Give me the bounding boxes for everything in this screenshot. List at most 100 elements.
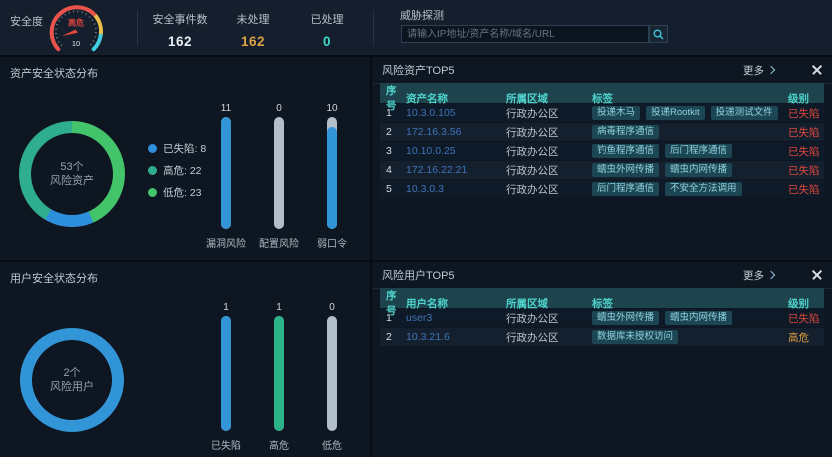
region-cell: 行政办公区: [506, 107, 559, 120]
bar-value: 1: [276, 302, 282, 313]
bar-value: 10: [326, 103, 338, 114]
panel-header: 风险资产TOP5 更多: [372, 57, 832, 84]
risk-assets-table: 序号 资产名称 所属区域 标签 级别 1 10.3.0.105 行政办公区 投递木马 投递Root…: [380, 83, 824, 198]
search-icon: [653, 29, 664, 39]
asset-link[interactable]: 10.3.0.3: [406, 183, 444, 195]
region-cell: 行政办公区: [506, 145, 559, 158]
topbar-divider: [373, 10, 374, 46]
row-index: 1: [386, 107, 392, 119]
bar-column: 10 弱口令: [309, 103, 355, 250]
panel-title: 风险用户TOP5: [382, 270, 455, 282]
stat-handled: 已处理 0: [285, 11, 369, 49]
tags-cell: 蠕虫外网传播 蠕虫内网传播: [592, 311, 788, 325]
close-icon[interactable]: [812, 270, 822, 280]
bar-column: 0 低危: [309, 302, 355, 452]
stat-unhandled: 未处理 162: [211, 11, 295, 49]
stat-security-events: 安全事件数 162: [138, 11, 222, 49]
column-header: 序号: [386, 85, 397, 112]
threat-search-input[interactable]: [401, 25, 649, 43]
security-degree-label: 安全度: [10, 16, 43, 28]
bar-track: [327, 117, 337, 229]
bar-column: 0 配置风险: [256, 103, 302, 250]
asset-link[interactable]: 10.3.0.105: [406, 107, 456, 119]
column-header: 用户名称: [406, 297, 448, 310]
bar-track: [274, 316, 284, 431]
security-gauge: 高危 10: [49, 5, 103, 52]
tag-badge: 蠕虫内网传播: [665, 163, 733, 177]
asset-link[interactable]: 10.3.21.6: [406, 331, 450, 343]
more-label: 更多: [743, 269, 764, 282]
table-row: 2 172.16.3.56 行政办公区 病毒程序通信 已失陷: [380, 123, 824, 141]
bar-value: 11: [220, 103, 232, 114]
tag-badge: 后门程序通信: [665, 144, 733, 158]
asset-link[interactable]: 172.16.3.56: [406, 126, 462, 138]
tag-badge: 蠕虫内网传播: [665, 311, 733, 325]
legend-dot: [148, 144, 157, 153]
asset-link[interactable]: user3: [406, 312, 433, 324]
donut-center: 2个 风险用户: [32, 340, 112, 420]
user-risk-bars-chart: 1 已失陷 1 高危 0 低危: [203, 302, 355, 452]
table-header-row: 序号 资产名称 所属区域 标签 级别: [380, 83, 824, 112]
panel-risk-users-top5: 风险用户TOP5 更多 序号 用户名称 所属区域 标签 级别 1 user3 行政办公区 蠕虫外…: [372, 262, 832, 457]
panel-title: 资产安全状态分布: [10, 68, 98, 80]
row-index: 2: [386, 331, 392, 343]
donut-center-label: 风险资产: [50, 175, 94, 187]
level-badge: 已失陷: [788, 164, 820, 177]
bar-track: [221, 117, 231, 229]
column-header: 所属区域: [506, 297, 548, 310]
region-cell: 行政办公区: [506, 331, 559, 344]
search-button[interactable]: [649, 25, 668, 43]
tags-cell: 投递木马 投递Rootkit 投递测试文件: [592, 106, 788, 120]
more-link[interactable]: 更多: [743, 63, 776, 78]
region-cell: 行政办公区: [506, 312, 559, 325]
stat-value: 0: [322, 34, 331, 49]
region-cell: 行政办公区: [506, 126, 559, 139]
tag-badge: 投递Rootkit: [646, 106, 705, 120]
asset-link[interactable]: 10.10.0.25: [406, 145, 456, 157]
stat-value: 162: [240, 34, 266, 49]
legend-item: 低危: 23: [148, 185, 206, 200]
legend-item: 已失陷: 8: [148, 141, 206, 156]
topbar-divider: [137, 10, 138, 46]
tag-badge: 蠕虫外网传播: [592, 311, 660, 325]
more-label: 更多: [743, 64, 764, 77]
level-badge: 已失陷: [788, 145, 820, 158]
chevron-right-icon: [766, 270, 776, 280]
column-header: 标签: [592, 297, 613, 310]
user-donut-chart: 2个 风险用户: [20, 328, 124, 432]
panel-title: 风险资产TOP5: [382, 65, 455, 77]
threat-detect-label: 威胁探测: [400, 10, 444, 22]
bar-fill: [221, 316, 231, 431]
bar-fill: [221, 117, 231, 229]
tags-cell: 病毒程序通信: [592, 125, 788, 139]
panel-risk-assets-top5: 风险资产TOP5 更多 序号 资产名称 所属区域 标签 级别 1 10.3.0.105 行政办…: [372, 57, 832, 260]
panel-asset-status: 资产安全状态分布 53个 风险资产 已失陷: 8 高危: 22 低危: 23 11 漏洞…: [0, 57, 370, 260]
bar-track: [274, 117, 284, 229]
level-badge: 已失陷: [788, 107, 820, 120]
table-row: 5 10.3.0.3 行政办公区 后门程序通信 不安全方法调用 已失陷: [380, 180, 824, 198]
asset-link[interactable]: 172.16.22.21: [406, 164, 468, 176]
legend-label: 高危: 22: [163, 165, 202, 177]
legend-label: 已失陷: 8: [163, 143, 207, 155]
asset-donut-legend: 已失陷: 8 高危: 22 低危: 23: [148, 141, 206, 200]
close-icon[interactable]: [812, 65, 822, 75]
level-badge: 高危: [788, 331, 809, 344]
row-index: 5: [386, 183, 392, 195]
bar-label: 配置风险: [259, 239, 299, 250]
more-link[interactable]: 更多: [743, 268, 776, 283]
column-header: 所属区域: [506, 92, 548, 105]
tag-badge: 后门程序通信: [592, 182, 660, 196]
asset-risk-bars-chart: 11 漏洞风险 0 配置风险 10 弱口令: [203, 103, 355, 250]
stat-label: 已处理: [310, 14, 344, 26]
region-cell: 行政办公区: [506, 183, 559, 196]
row-index: 1: [386, 312, 392, 324]
panel-user-status: 用户安全状态分布 2个 风险用户 1 已失陷 1 高危 0 低危: [0, 262, 370, 457]
table-header-row: 序号 用户名称 所属区域 标签 级别: [380, 288, 824, 317]
bar-label: 已失陷: [211, 441, 241, 452]
donut-center: 53个 风险资产: [31, 133, 113, 215]
donut-center-value: 2个: [63, 367, 81, 379]
row-index: 2: [386, 126, 392, 138]
gauge-arc-cyan: [91, 33, 103, 52]
table-row: 1 10.3.0.105 行政办公区 投递木马 投递Rootkit 投递测试文件 已失陷: [380, 104, 824, 122]
